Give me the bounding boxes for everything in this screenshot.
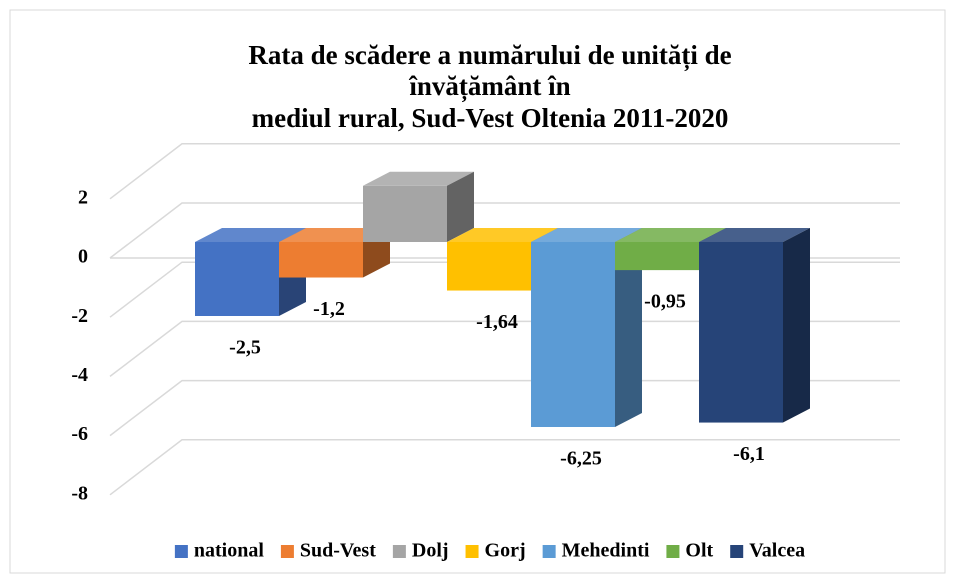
data-label: -1,2 [313,298,345,320]
bar-top [195,228,306,242]
grid-line [109,320,900,377]
legend-swatch [666,545,680,558]
y-tick-label: -8 [71,482,88,504]
bar-front [531,242,615,427]
y-tick-label: -2 [71,305,88,327]
data-label: -1,64 [476,311,518,333]
bar-front [279,242,363,278]
bar-front [615,242,699,271]
legend-label: Sud-Vest [300,540,376,562]
legend-swatch [542,545,556,558]
bar-front [363,185,447,242]
legend-label: Valcea [749,540,805,562]
bar-front [447,242,531,291]
bar-top [363,171,474,186]
legend-label: national [194,540,264,562]
bar [699,228,810,423]
data-label: -6,1 [733,443,765,465]
bar [531,228,642,427]
legend-label: Dolj [412,540,449,562]
bar-top [279,228,390,242]
bar-top [615,228,726,242]
data-label: -6,25 [560,448,602,470]
y-tick-label: 2 [78,186,88,208]
grid-line [109,202,900,259]
y-tick-label: -4 [71,364,88,386]
y-tick-label: 0 [78,246,88,268]
chart-title: Rata de scădere a numărului de unități d… [248,40,731,71]
bar-side [447,171,474,242]
bar-top [531,228,642,242]
grid-line [109,439,900,496]
chart-title: mediul rural, Sud-Vest Oltenia 2011-2020 [252,103,729,133]
bar-front [195,242,279,316]
bar-front [699,242,783,423]
legend-swatch [730,545,744,558]
bar-side [783,228,810,423]
grid-line [109,379,900,437]
bar-top [447,228,558,242]
legend-swatch [280,545,294,558]
bar-side [615,228,642,427]
y-tick-label: -6 [71,423,88,445]
legend-label: Mehedinti [562,540,650,562]
bar [363,171,474,242]
legend-label: Gorj [485,540,526,562]
data-label: -2,5 [229,337,261,359]
legend-label: Olt [685,540,713,562]
legend-swatch [465,545,479,558]
grid-line [109,143,900,200]
chart-title: învățământ în [408,71,570,102]
data-label: -0,95 [644,291,686,313]
legend-swatch [174,545,188,558]
legend-swatch [392,545,406,558]
bar-top [699,228,810,242]
